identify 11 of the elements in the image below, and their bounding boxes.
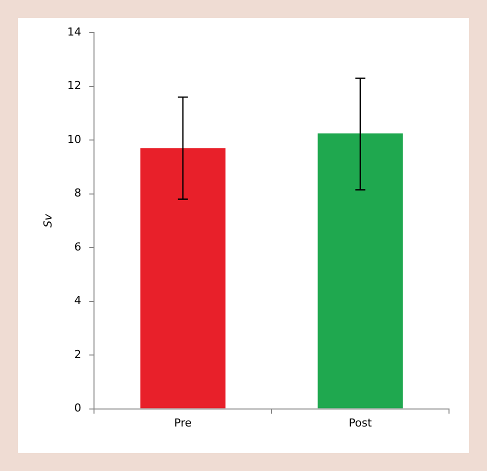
y-tick-label: 10	[67, 132, 82, 146]
y-tick-label: 0	[74, 402, 82, 415]
x-tick-label: Post	[348, 416, 372, 430]
y-tick-label: 6	[74, 240, 82, 254]
y-axis-title: Sv	[41, 213, 54, 228]
y-tick-label: 4	[74, 294, 82, 308]
x-tick-label: Pre	[174, 416, 192, 430]
y-tick-label: 2	[74, 348, 82, 361]
y-tick-label: 12	[67, 79, 82, 92]
y-tick-label: 14	[67, 25, 82, 38]
y-tick-label: 8	[74, 186, 82, 200]
